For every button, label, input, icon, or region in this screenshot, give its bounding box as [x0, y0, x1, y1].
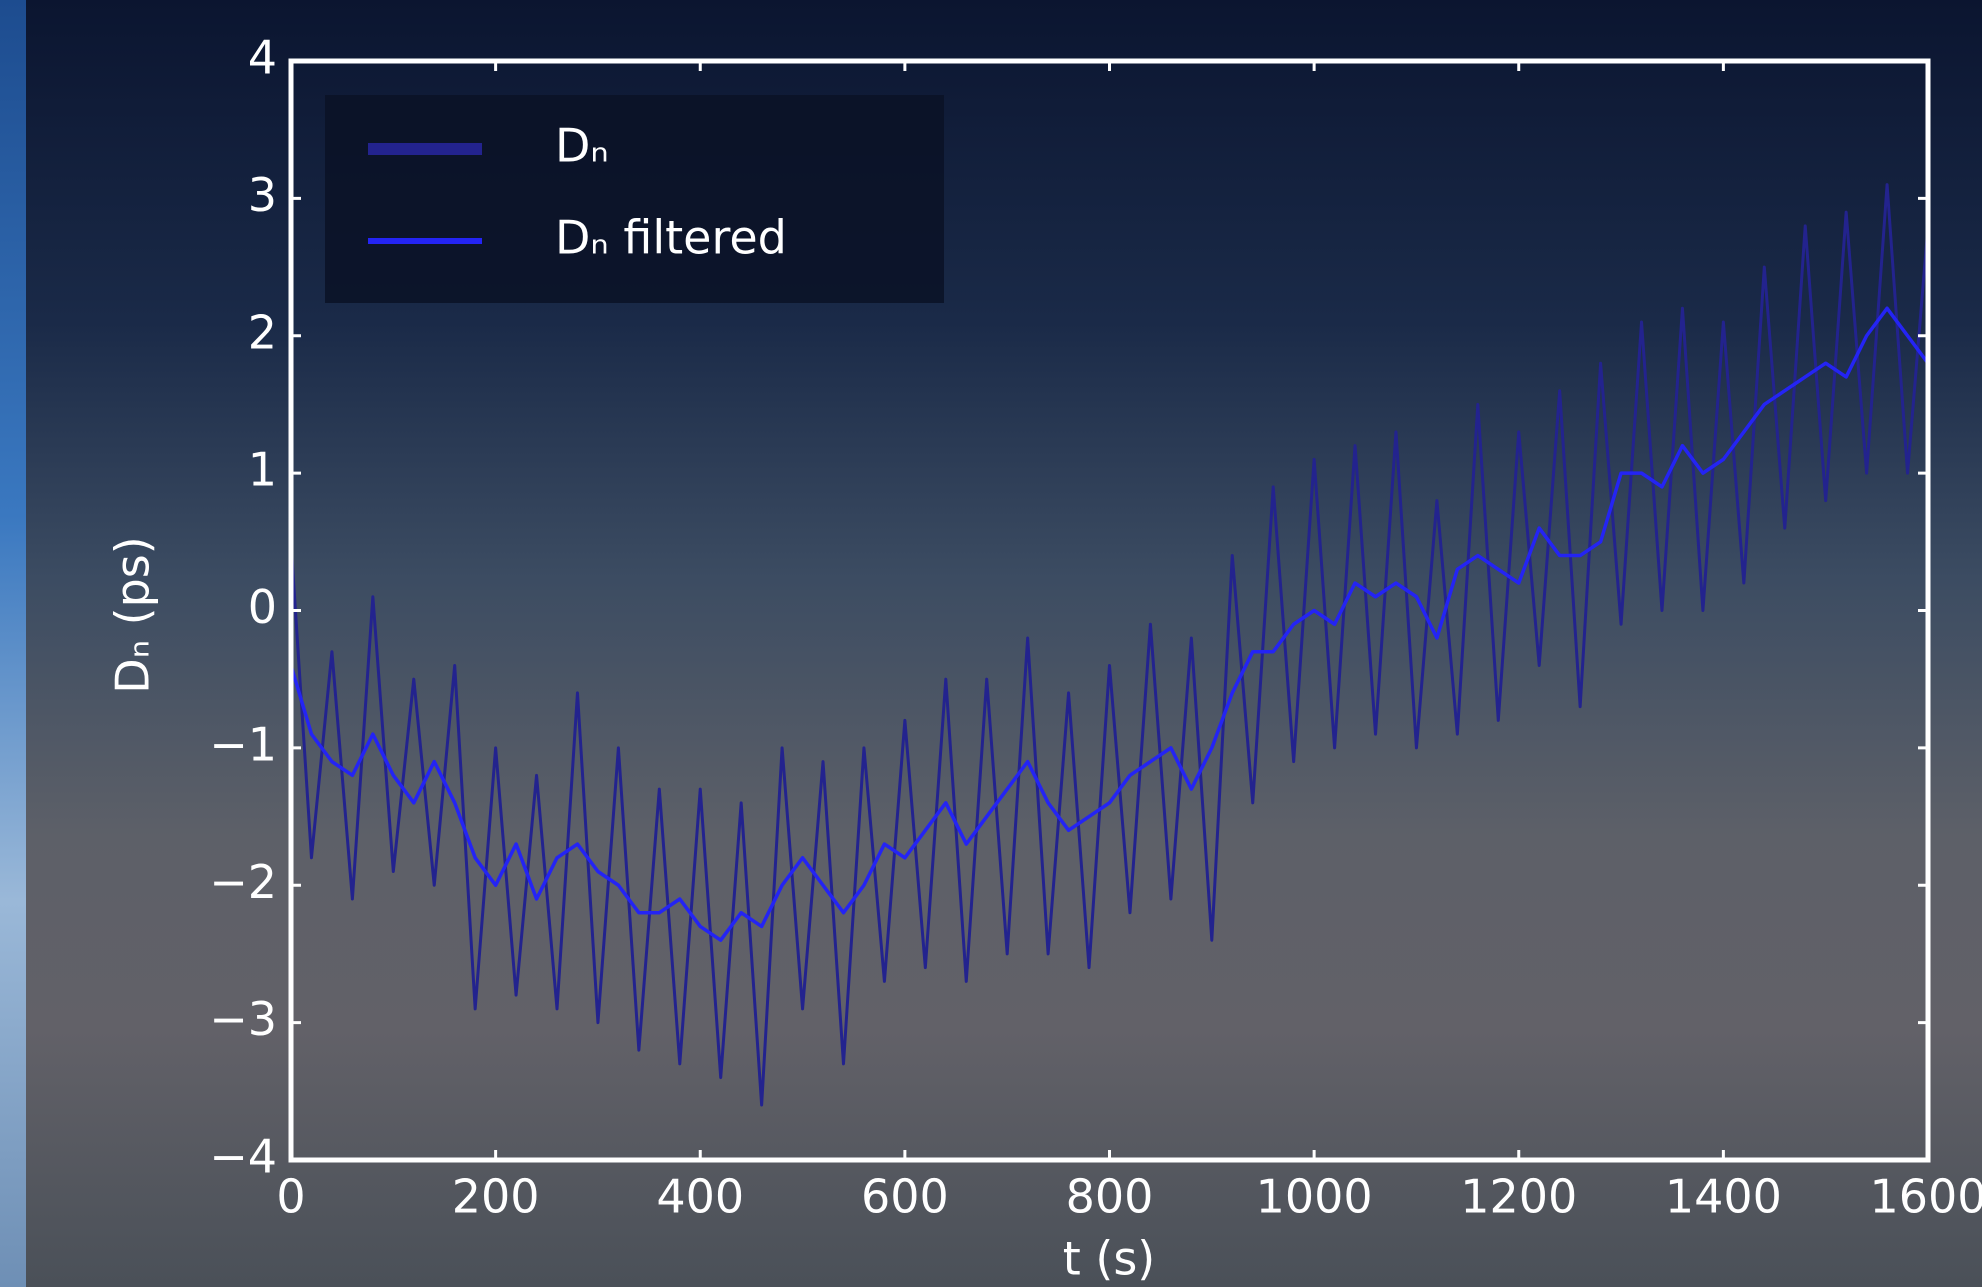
x-tick-label: 1600	[1869, 1170, 1982, 1224]
x-tick-label: 1400	[1665, 1170, 1782, 1224]
x-tick-label: 0	[276, 1170, 305, 1224]
y-tick-label: 4	[248, 31, 277, 85]
background-strip	[0, 0, 26, 1287]
legend-label: Dₙ filtered	[555, 211, 787, 265]
y-tick-label: −1	[209, 717, 277, 771]
x-tick-label: 400	[656, 1170, 744, 1224]
legend-label: Dₙ	[555, 119, 609, 173]
data-line	[289, 183, 1930, 1107]
y-tick-label: −4	[209, 1130, 277, 1184]
y-tick-label: 3	[248, 168, 277, 222]
x-tick-label: 1200	[1460, 1170, 1577, 1224]
y-axis-label: Dₙ (ps)	[106, 536, 160, 693]
y-tick-label: 2	[248, 305, 277, 359]
x-tick-label: 600	[861, 1170, 949, 1224]
x-tick-label: 200	[452, 1170, 540, 1224]
legend-box	[325, 95, 944, 303]
y-tick-label: −3	[209, 992, 277, 1046]
y-tick-label: 0	[248, 580, 277, 634]
x-tick-label: 1000	[1256, 1170, 1373, 1224]
data-line	[289, 306, 1930, 942]
x-axis-label: t (s)	[1063, 1232, 1156, 1286]
y-tick-label: 1	[248, 443, 277, 497]
x-tick-label: 800	[1066, 1170, 1154, 1224]
y-tick-label: −2	[209, 855, 277, 909]
